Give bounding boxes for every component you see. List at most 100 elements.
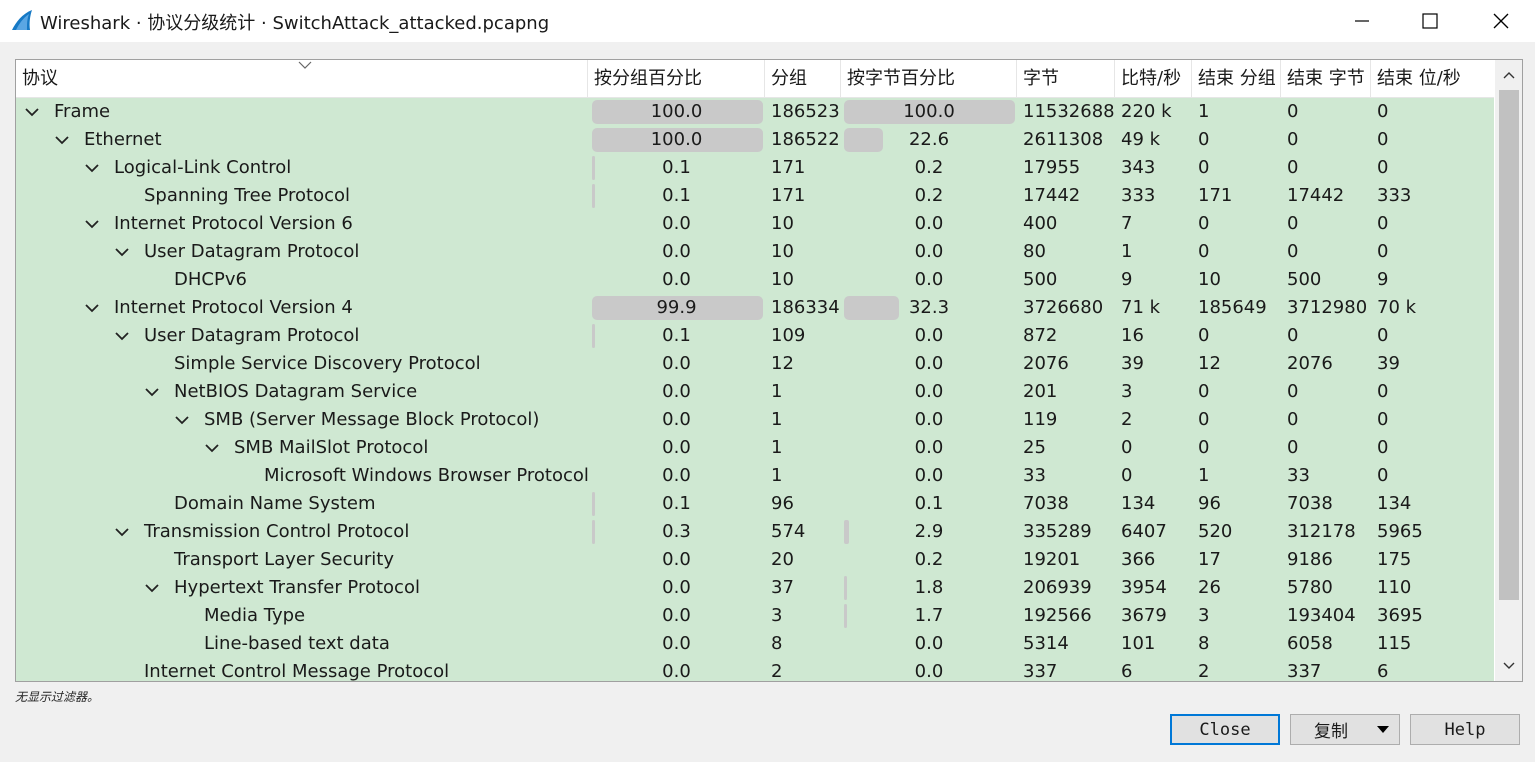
tree-row[interactable]: Ethernet 100.0 186522 22.6 2611308 49 k 0 0 0 bbox=[16, 126, 1494, 154]
byte-percent-value: 0.0 bbox=[914, 325, 944, 346]
tree-row[interactable]: Spanning Tree Protocol 0.1 171 0.2 17442 333 1… bbox=[16, 182, 1494, 210]
copy-button[interactable]: 复制 bbox=[1290, 714, 1400, 745]
packet-percent-bar bbox=[592, 520, 595, 544]
expand-chevron-icon[interactable] bbox=[85, 163, 99, 173]
end-bytes-value: 0 bbox=[1287, 101, 1299, 122]
bytes-value: 3726680 bbox=[1023, 297, 1104, 318]
byte-percent-value: 0.0 bbox=[914, 213, 944, 234]
tree-row[interactable]: SMB (Server Message Block Protocol) 0.0 1 0… bbox=[16, 406, 1494, 434]
expand-chevron-icon[interactable] bbox=[85, 219, 99, 229]
expand-chevron-icon[interactable] bbox=[25, 107, 39, 117]
end-packets-value: 10 bbox=[1198, 269, 1221, 290]
packet-percent-value: 0.0 bbox=[662, 381, 691, 402]
column-header-packets[interactable]: 分组 bbox=[765, 60, 841, 97]
vertical-scrollbar[interactable] bbox=[1495, 60, 1522, 681]
end-bytes-value: 193404 bbox=[1287, 605, 1356, 626]
column-header-end-packets[interactable]: 结束 分组 bbox=[1192, 60, 1281, 97]
bits-per-sec-value: 3 bbox=[1121, 381, 1133, 402]
tree-row[interactable]: Domain Name System 0.1 96 0.1 7038 134 96 7038 1… bbox=[16, 490, 1494, 518]
expand-chevron-icon[interactable] bbox=[115, 331, 129, 341]
tree-row[interactable]: User Datagram Protocol 0.0 10 0.0 80 1 0 0 0 bbox=[16, 238, 1494, 266]
bytes-value: 2611308 bbox=[1023, 129, 1104, 150]
tree-row[interactable]: Internet Protocol Version 4 99.9 186334 32.… bbox=[16, 294, 1494, 322]
tree-row[interactable]: Microsoft Windows Browser Protocol 0.0 1 0.… bbox=[16, 462, 1494, 490]
bytes-value: 337 bbox=[1023, 661, 1058, 681]
bits-per-sec-value: 101 bbox=[1121, 633, 1156, 654]
column-header-end-bytes[interactable]: 结束 字节 bbox=[1281, 60, 1371, 97]
expand-chevron-icon[interactable] bbox=[55, 135, 69, 145]
column-header-protocol[interactable]: 协议 bbox=[16, 60, 588, 97]
expand-chevron-icon[interactable] bbox=[205, 443, 219, 453]
column-header-end-bits-per-sec[interactable]: 结束 位/秒 bbox=[1377, 68, 1461, 89]
packets-value: 574 bbox=[771, 521, 806, 542]
packet-percent-value: 0.0 bbox=[662, 353, 691, 374]
tree-row[interactable]: Frame 100.0 186523 100.0 11532688 220 k 1 0 0 bbox=[16, 98, 1494, 126]
scroll-down-button[interactable] bbox=[1495, 651, 1522, 681]
tree-row[interactable]: Media Type 0.0 3 1.7 192566 3679 3 193404 3695 bbox=[16, 602, 1494, 630]
expand-chevron-icon[interactable] bbox=[85, 303, 99, 313]
maximize-button[interactable] bbox=[1407, 0, 1453, 42]
tree-row[interactable]: User Datagram Protocol 0.1 109 0.0 872 16 0 0 0 bbox=[16, 322, 1494, 350]
packets-value: 12 bbox=[771, 353, 794, 374]
bytes-value: 500 bbox=[1023, 269, 1058, 290]
close-icon bbox=[1493, 13, 1509, 29]
packet-percent-value: 100.0 bbox=[650, 129, 703, 150]
tree-row[interactable]: SMB MailSlot Protocol 0.0 1 0.0 25 0 0 0 0 bbox=[16, 434, 1494, 462]
column-header-packet-percent[interactable]: 按分组百分比 bbox=[588, 60, 765, 97]
tree-row[interactable]: Internet Control Message Protocol 0.0 2 0.0… bbox=[16, 658, 1494, 681]
close-button[interactable]: Close bbox=[1170, 714, 1280, 745]
end-bytes-value: 0 bbox=[1287, 213, 1299, 234]
help-button[interactable]: Help bbox=[1410, 714, 1520, 745]
packet-percent-value: 100.0 bbox=[650, 101, 703, 122]
packet-percent-value: 0.0 bbox=[662, 269, 691, 290]
end-bits-per-sec-value: 0 bbox=[1377, 325, 1389, 346]
expand-chevron-icon[interactable] bbox=[145, 583, 159, 593]
packet-percent-bar bbox=[592, 156, 595, 180]
end-bytes-value: 500 bbox=[1287, 269, 1322, 290]
end-packets-value: 0 bbox=[1198, 409, 1210, 430]
tree-row[interactable]: Line-based text data 0.0 8 0.0 5314 101 8 6058 1… bbox=[16, 630, 1494, 658]
byte-percent-value: 2.9 bbox=[914, 521, 944, 542]
packets-value: 10 bbox=[771, 241, 794, 262]
maximize-icon bbox=[1422, 13, 1438, 29]
end-packets-value: 8 bbox=[1198, 633, 1210, 654]
scrollbar-thumb[interactable] bbox=[1499, 90, 1519, 600]
bits-per-sec-value: 343 bbox=[1121, 157, 1156, 178]
tree-row[interactable]: NetBIOS Datagram Service 0.0 1 0.0 201 3 0 0 0 bbox=[16, 378, 1494, 406]
expand-chevron-icon[interactable] bbox=[145, 387, 159, 397]
tree-row[interactable]: Hypertext Transfer Protocol 0.0 37 1.8 20693… bbox=[16, 574, 1494, 602]
expand-chevron-icon[interactable] bbox=[115, 527, 129, 537]
packet-percent-value: 99.9 bbox=[656, 297, 697, 318]
column-header-byte-percent[interactable]: 按字节百分比 bbox=[841, 60, 1017, 97]
tree-row[interactable]: Internet Protocol Version 6 0.0 10 0.0 400 7 0… bbox=[16, 210, 1494, 238]
expand-chevron-icon[interactable] bbox=[115, 247, 129, 257]
end-bits-per-sec-value: 0 bbox=[1377, 157, 1389, 178]
column-header-bytes[interactable]: 字节 bbox=[1017, 60, 1115, 97]
packet-percent-bar bbox=[592, 184, 595, 208]
column-header-bits-per-sec[interactable]: 比特/秒 bbox=[1115, 60, 1192, 97]
tree-row[interactable]: Simple Service Discovery Protocol 0.0 12 0.… bbox=[16, 350, 1494, 378]
end-packets-value: 96 bbox=[1198, 493, 1221, 514]
minimize-button[interactable] bbox=[1339, 0, 1385, 42]
tree-row[interactable]: DHCPv6 0.0 10 0.0 500 9 10 500 9 bbox=[16, 266, 1494, 294]
tree-row[interactable]: Transmission Control Protocol 0.3 574 2.9 33… bbox=[16, 518, 1494, 546]
protocol-hierarchy-tree[interactable]: 协议 按分组百分比 分组 按字节百分比 字节 比特/秒 结束 分组 结束 字节 … bbox=[15, 59, 1523, 682]
expand-chevron-icon[interactable] bbox=[175, 415, 189, 425]
byte-percent-value: 0.0 bbox=[914, 465, 944, 486]
bytes-value: 11532688 bbox=[1023, 101, 1115, 122]
close-window-button[interactable] bbox=[1478, 0, 1524, 42]
bits-per-sec-value: 0 bbox=[1121, 437, 1133, 458]
bytes-value: 19201 bbox=[1023, 549, 1081, 570]
end-bits-per-sec-value: 0 bbox=[1377, 101, 1389, 122]
packet-percent-value: 0.0 bbox=[662, 437, 691, 458]
tree-row[interactable]: Transport Layer Security 0.0 20 0.2 19201 366… bbox=[16, 546, 1494, 574]
tree-row[interactable]: Logical-Link Control 0.1 171 0.2 17955 343 0 0 0 bbox=[16, 154, 1494, 182]
byte-percent-value: 0.2 bbox=[914, 157, 944, 178]
protocol-name: SMB (Server Message Block Protocol) bbox=[204, 409, 540, 430]
packet-percent-bar bbox=[592, 324, 595, 348]
bits-per-sec-value: 1 bbox=[1121, 241, 1133, 262]
bits-per-sec-value: 39 bbox=[1121, 353, 1144, 374]
scroll-up-button[interactable] bbox=[1495, 60, 1522, 90]
end-bytes-value: 0 bbox=[1287, 157, 1299, 178]
end-bytes-value: 337 bbox=[1287, 661, 1322, 681]
